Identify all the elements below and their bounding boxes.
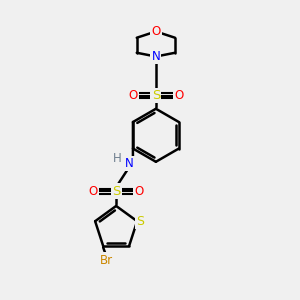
Text: S: S	[136, 215, 144, 228]
Text: Br: Br	[100, 254, 113, 266]
Text: N: N	[125, 157, 134, 170]
Text: O: O	[134, 185, 144, 198]
Text: N: N	[152, 50, 160, 63]
Text: O: O	[174, 89, 184, 102]
Text: O: O	[128, 89, 137, 102]
Text: H: H	[112, 152, 122, 165]
Text: O: O	[88, 185, 98, 198]
Text: S: S	[112, 185, 120, 198]
Text: O: O	[151, 25, 160, 38]
Text: S: S	[152, 89, 160, 102]
